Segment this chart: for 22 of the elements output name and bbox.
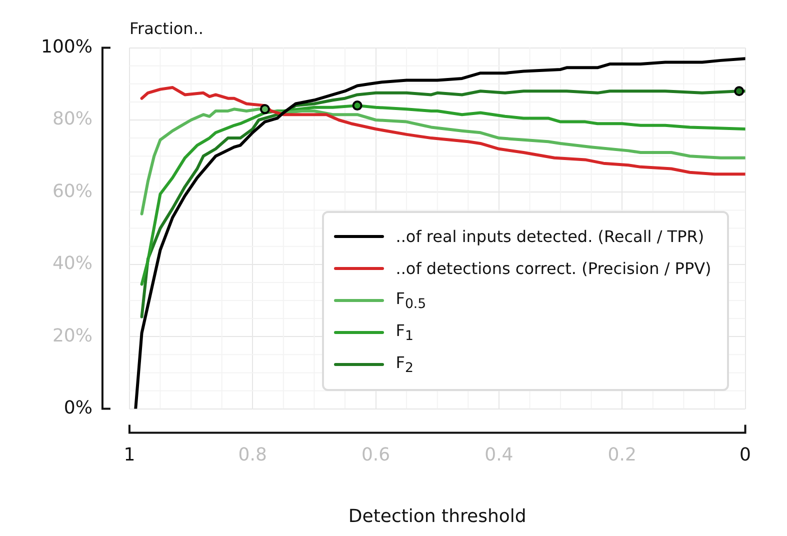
y-tick-label: 20% bbox=[52, 325, 92, 346]
point bbox=[734, 86, 744, 96]
x-tick-label: 0.2 bbox=[608, 444, 636, 466]
y-axis-title: Fraction.. bbox=[129, 18, 204, 38]
legend-label: F$_{0.5}$ bbox=[396, 289, 426, 312]
x-tick-label: 0.8 bbox=[238, 444, 267, 466]
y-tick-label: 80% bbox=[52, 108, 92, 130]
x-axis-title: Detection threshold bbox=[348, 506, 526, 527]
legend-label: ..of detections correct. (Precision / PPV) bbox=[396, 259, 712, 278]
legend-label: F$_{2}$ bbox=[396, 353, 414, 376]
x-tick-label: 0.4 bbox=[484, 444, 514, 466]
y-tick-label: 0% bbox=[64, 397, 92, 418]
y-tick-label: 100% bbox=[40, 36, 92, 58]
point bbox=[352, 100, 362, 111]
legend-label: F$_{1}$ bbox=[396, 321, 414, 344]
legend-label: ..of real inputs detected. (Recall / TPR) bbox=[396, 227, 704, 246]
point bbox=[260, 104, 270, 114]
y-tick-label: 60% bbox=[52, 180, 92, 202]
x-tick-label: 1 bbox=[124, 444, 136, 466]
y-tick-label: 40% bbox=[52, 253, 92, 274]
x-tick-label: 0.6 bbox=[361, 444, 390, 466]
x-tick-label: 0 bbox=[740, 444, 751, 466]
